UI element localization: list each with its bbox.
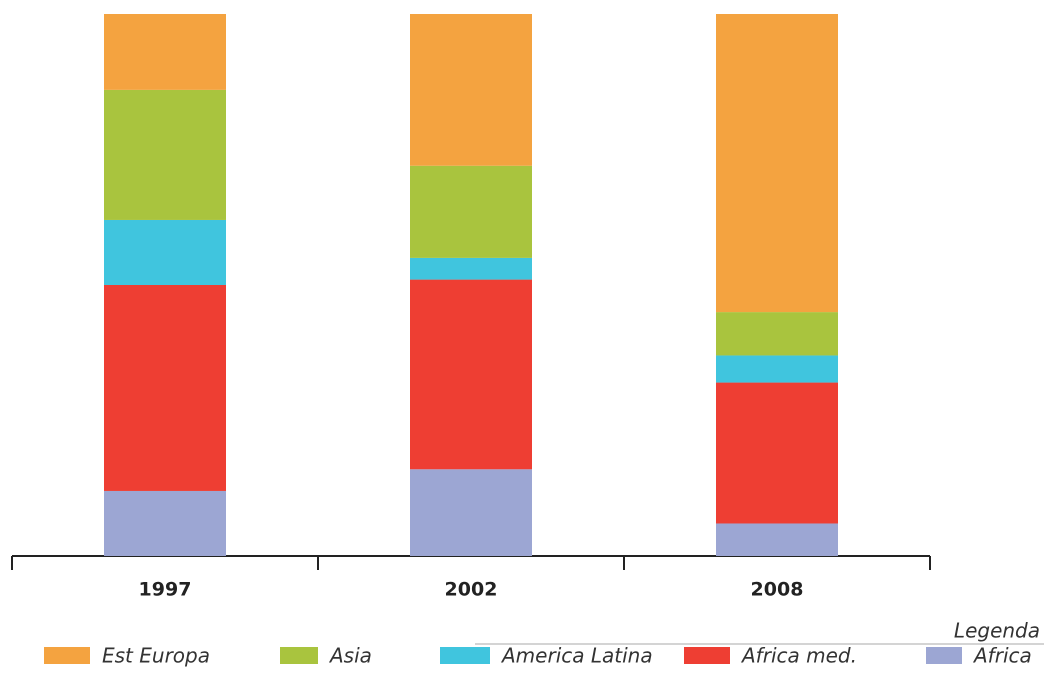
x-tick-label: 2008	[751, 579, 804, 601]
legend-swatch	[280, 647, 318, 664]
bar-segment	[716, 355, 838, 383]
legend-title: Legenda	[954, 619, 1040, 643]
x-tick-label: 2002	[445, 579, 498, 601]
bar-segment	[104, 14, 226, 90]
bar-segment	[716, 312, 838, 356]
legend-swatch	[440, 647, 490, 664]
bar-segment	[104, 490, 226, 556]
legend-label: Africa med.	[740, 644, 857, 668]
bar-segment	[104, 89, 226, 220]
legend-swatch	[684, 647, 730, 664]
legend-label: Asia	[328, 644, 372, 668]
bar-segment	[410, 165, 532, 258]
bar-segment	[716, 523, 838, 556]
legend-swatch	[44, 647, 90, 664]
bar-segment	[716, 14, 838, 313]
bar-segment	[104, 285, 226, 491]
x-tick-label: 1997	[139, 579, 192, 601]
bar-segment	[104, 219, 226, 285]
legend-label: America Latina	[500, 644, 653, 668]
bar-segment	[410, 257, 532, 280]
legend-label: Est Europa	[102, 644, 210, 668]
bar-segment	[410, 469, 532, 556]
bar-segment	[410, 14, 532, 166]
legend-swatch	[926, 647, 962, 664]
legend-label: Africa	[972, 644, 1032, 668]
bar-segment	[410, 279, 532, 470]
bar-segment	[716, 382, 838, 524]
